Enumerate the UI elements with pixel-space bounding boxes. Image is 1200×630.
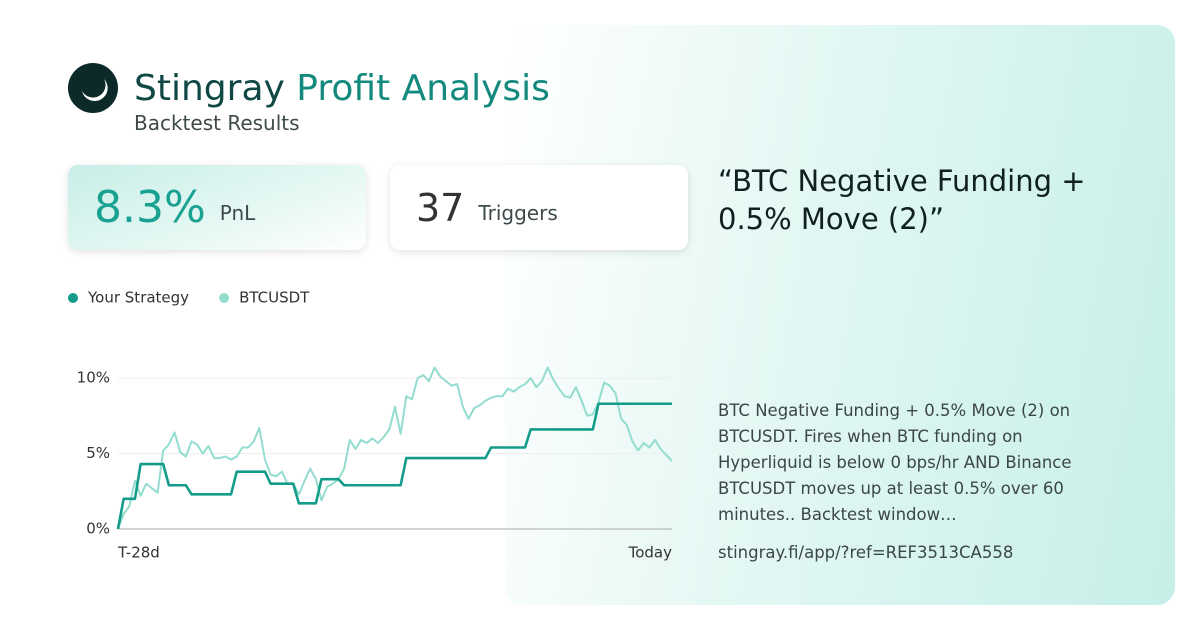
legend-marker [68, 293, 78, 303]
triggers-value: 37 [416, 185, 465, 230]
chart: Your Strategy BTCUSDT 0% 5% 10% T-28d Today [68, 289, 673, 562]
title: Stingray Profit Analysis [134, 68, 550, 109]
y-tick-label: 5% [86, 444, 110, 462]
y-tick-label: 0% [86, 520, 110, 538]
triggers-label: Triggers [478, 200, 558, 225]
legend-label: BTCUSDT [239, 289, 310, 307]
pnl-value: 8.3% [94, 182, 206, 233]
series-line [116, 402, 672, 530]
strategy-name: “BTC Negative Funding + 0.5% Move (2)” [718, 164, 1086, 236]
triggers-card: 37 Triggers [390, 165, 688, 250]
strategy-description: BTC Negative Funding + 0.5% Move (2) on … [718, 401, 1072, 524]
y-tick-label: 10% [77, 369, 110, 387]
title-text: Profit Analysis [296, 68, 550, 109]
pnl-label: PnL [219, 200, 256, 225]
background-panel [505, 25, 1175, 605]
share-url: stingray.fi/app/?ref=REF3513CA558 [718, 543, 1014, 562]
subtitle: Backtest Results [134, 111, 300, 135]
logo [68, 63, 118, 113]
legend-label: Your Strategy [87, 289, 189, 307]
legend-marker [219, 293, 230, 303]
brand: Stingray [134, 68, 285, 109]
x-tick-label: T-28d [117, 544, 160, 562]
pnl-card: 8.3% PnL [68, 165, 366, 250]
x-tick-label: Today [628, 544, 673, 562]
series-line [117, 366, 673, 530]
